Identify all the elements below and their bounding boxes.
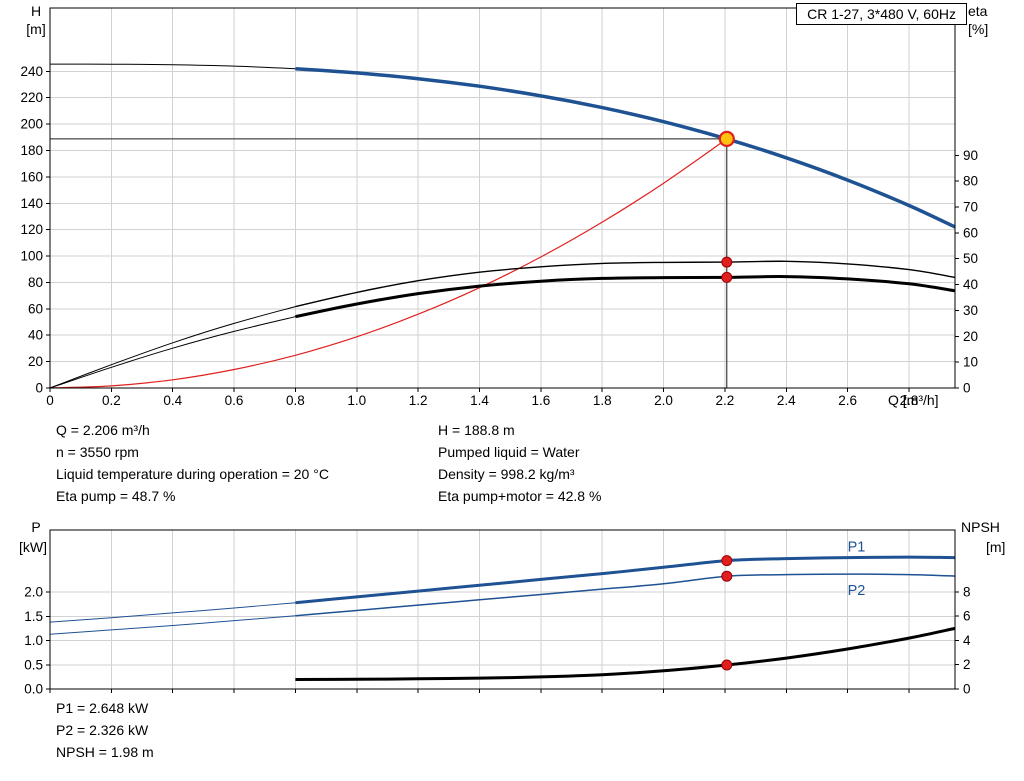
pump-title-box: CR 1-27, 3*480 V, 60Hz: [796, 3, 967, 25]
x-axis-tick-label: 1.4: [470, 393, 489, 408]
p1-low-flow: [49, 602, 296, 623]
density-value: Density = 998.2 kg/m³: [438, 466, 575, 482]
x-axis-tick-label: 0.8: [286, 393, 305, 408]
x-axis-tick-label: 0.2: [102, 393, 121, 408]
p2-curve: [295, 573, 956, 617]
p2-value: P2 = 2.326 kW: [56, 722, 149, 738]
x-axis-tick-label: 1.8: [593, 393, 612, 408]
series-label-p1: P1: [848, 539, 866, 555]
left-axis-tick-label: 40: [28, 328, 43, 343]
x-axis-tick-label: 0: [46, 393, 54, 408]
x-axis-tick-label: 0.6: [225, 393, 244, 408]
x-axis-tick-label: 1.0: [347, 393, 366, 408]
left-axis-tick-label: 60: [28, 301, 43, 316]
right-axis-tick-label: 2: [963, 657, 971, 672]
right-axis-tick-label: 60: [963, 225, 978, 240]
p1-curve: [295, 555, 956, 605]
p2-low-flow: [49, 615, 296, 635]
right-axis-name: NPSH: [961, 519, 1000, 535]
right-axis-tick-label: 80: [963, 174, 978, 189]
right-axis-tick-label: 10: [963, 355, 978, 370]
right-axis-tick-label: 0: [963, 381, 971, 396]
left-axis-tick-label: 0.5: [24, 657, 43, 672]
right-axis-tick-label: 6: [963, 609, 971, 624]
eta-pump-motor-duty-dot: [721, 271, 733, 283]
system-curve: [49, 138, 728, 389]
flow-value: Q = 2.206 m³/h: [56, 422, 150, 438]
left-axis-name: P: [31, 519, 40, 535]
left-axis-tick-label: 220: [20, 90, 43, 105]
plot-frame: [49, 7, 956, 389]
right-axis-tick-label: 50: [963, 251, 978, 266]
eta-pump-value: Eta pump = 48.7 %: [56, 488, 176, 504]
right-axis-tick-label: 30: [963, 303, 978, 318]
eta-pump-curve: [295, 260, 956, 308]
npsh-duty-dot: [721, 659, 733, 671]
npsh-value: NPSH = 1.98 m: [56, 744, 154, 760]
head-curve: [295, 66, 956, 229]
left-axis-unit: [m]: [26, 21, 45, 37]
x-axis-tick-label: 1.6: [531, 393, 550, 408]
right-axis-unit: [%]: [968, 21, 988, 37]
left-axis-tick-label: 120: [20, 222, 43, 237]
eta-pump-low-flow: [49, 306, 296, 389]
liquid-temperature-value: Liquid temperature during operation = 20…: [56, 466, 329, 482]
p1-duty-dot: [721, 555, 733, 567]
right-axis-name: eta: [968, 3, 988, 19]
npsh-curve: [295, 626, 956, 681]
x-axis-tick-label: 0.4: [163, 393, 182, 408]
right-axis-tick-label: 0: [963, 682, 971, 697]
left-axis-tick-label: 2.0: [24, 585, 43, 600]
left-axis-tick-label: 0.0: [24, 682, 43, 697]
power-npsh-results-panel: P1 = 2.648 kW P2 = 2.326 kW NPSH = 1.98 …: [56, 697, 154, 763]
eta-pump-motor-low-flow: [49, 316, 296, 389]
series-label-p2: P2: [848, 583, 866, 599]
x-axis-tick-label: 2.4: [777, 393, 796, 408]
left-axis-tick-label: 200: [20, 117, 43, 132]
x-axis-tick-label: 2.2: [716, 393, 735, 408]
plot-frame: [49, 529, 956, 690]
x-axis-unit: Q [m³/h]: [888, 392, 939, 408]
left-axis-tick-label: 160: [20, 169, 43, 184]
p2-duty-dot: [721, 570, 733, 582]
eta-pump-motor-curve: [295, 275, 956, 319]
x-axis-tick-label: 2.0: [654, 393, 673, 408]
speed-value: n = 3550 rpm: [56, 444, 139, 460]
right-axis-tick-label: 8: [963, 584, 971, 599]
head-value: H = 188.8 m: [438, 422, 515, 438]
left-axis-tick-label: 20: [28, 354, 43, 369]
p1-value: P1 = 2.648 kW: [56, 700, 149, 716]
left-axis-tick-label: 80: [28, 275, 43, 290]
pumped-liquid-value: Pumped liquid = Water: [438, 444, 580, 460]
right-axis-tick-label: 20: [963, 329, 978, 344]
operating-data-right-column: H = 188.8 m Pumped liquid = Water Densit…: [438, 419, 820, 507]
eta-pump-motor-value: Eta pump+motor = 42.8 %: [438, 488, 602, 504]
left-axis-tick-label: 140: [20, 196, 43, 211]
left-axis-tick-label: 180: [20, 143, 43, 158]
right-axis-tick-label: 40: [963, 277, 978, 292]
operating-data-left-column: Q = 2.206 m³/h n = 3550 rpm Liquid tempe…: [56, 419, 438, 507]
left-axis-tick-label: 1.0: [24, 633, 43, 648]
left-axis-unit: [kW]: [19, 539, 47, 555]
x-axis-tick-label: 2.6: [838, 393, 857, 408]
eta-pump-duty-dot: [721, 256, 733, 268]
right-axis-tick-label: 4: [963, 633, 971, 648]
left-axis-tick-label: 1.5: [24, 609, 43, 624]
left-axis-name: H: [31, 3, 41, 19]
duty-point-marker: [718, 130, 735, 147]
right-axis-tick-label: 90: [963, 148, 978, 163]
head-curve-low-flow: [49, 63, 296, 70]
x-axis-tick-label: 1.2: [409, 393, 428, 408]
left-axis-tick-label: 240: [20, 64, 43, 79]
left-axis-tick-label: 0: [35, 381, 43, 396]
x-axis-tick-label: 2.8: [900, 393, 919, 408]
operating-data-panel: Q = 2.206 m³/h n = 3550 rpm Liquid tempe…: [56, 419, 820, 507]
left-axis-tick-label: 100: [20, 249, 43, 264]
right-axis-tick-label: 70: [963, 200, 978, 215]
right-axis-unit: [m]: [986, 539, 1005, 555]
